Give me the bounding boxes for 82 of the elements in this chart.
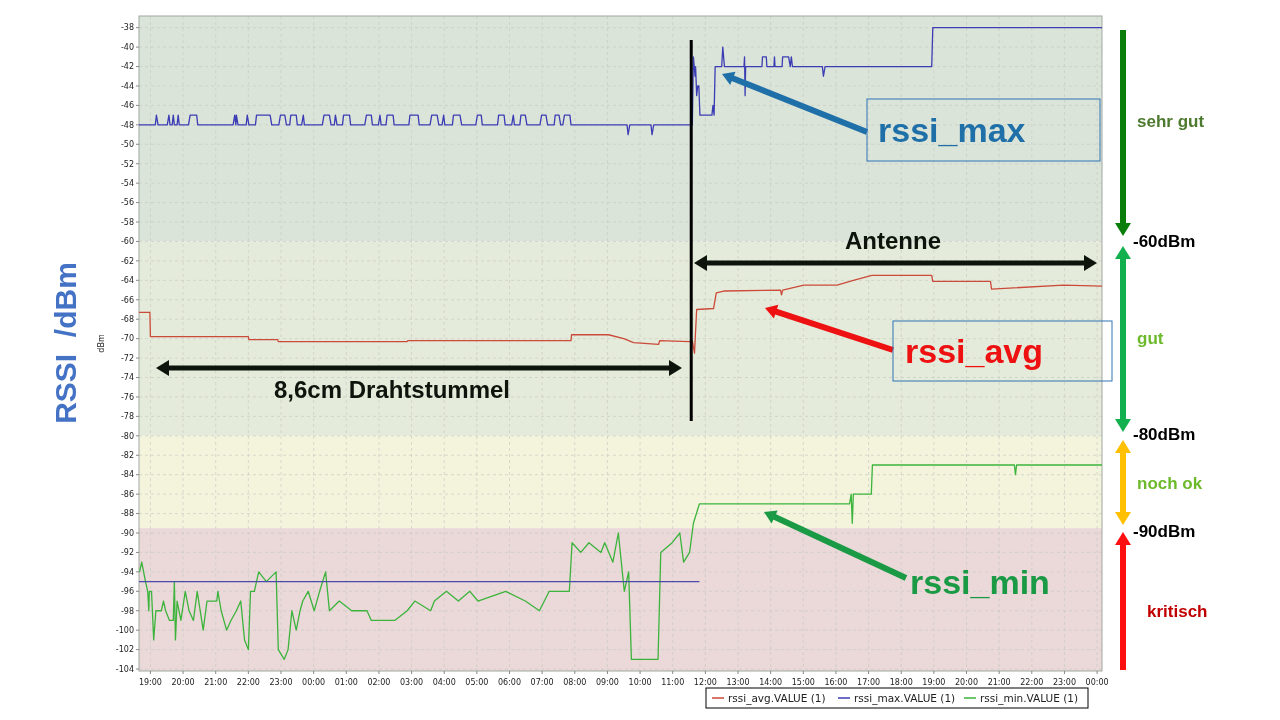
y-tick-label: -48 [120, 120, 134, 130]
x-tick-label: 21:00 [204, 678, 228, 687]
line-series [139, 464, 1102, 660]
y-tick-label: -62 [120, 256, 134, 266]
x-tick-label: 16:00 [824, 678, 848, 687]
y-tick-label: -104 [115, 664, 134, 674]
annotation: 8,6cm Drahtstummel [273, 376, 511, 404]
x-tick-label: 00:00 [302, 678, 326, 687]
y-tick-label: -58 [120, 217, 134, 227]
x-tick-label: 22:00 [1020, 678, 1044, 687]
text: -80dBm [1133, 424, 1196, 444]
text: RSSI /dBm [49, 262, 82, 424]
y-tick-label: -86 [120, 489, 134, 499]
x-tick-label: 23:00 [1052, 678, 1076, 687]
y-tick-label: -68 [120, 315, 134, 324]
x-tick-label: 23:00 [269, 678, 293, 687]
y-tick-label: -52 [120, 159, 134, 169]
y-tick-label: -72 [120, 353, 134, 363]
x-tick-label: 00:00 [1085, 678, 1109, 687]
x-tick-label: 14:00 [759, 678, 783, 687]
y-tick-label: -78 [120, 412, 134, 422]
x-tick-label: 08:00 [563, 678, 587, 687]
band-label: sehr gut [1137, 111, 1205, 131]
annotation: rssi_min [910, 562, 1050, 601]
annotation: rssi_avg [905, 331, 1043, 370]
x-tick-label: 06:00 [497, 678, 522, 687]
y-tick-label: -96 [120, 587, 134, 597]
x-tick-label: 22:00 [236, 678, 260, 687]
x-tick-label: 21:00 [987, 678, 1011, 687]
x-tick-label: 19:00 [138, 678, 162, 687]
y-tick-label: -54 [120, 178, 134, 188]
band-label: noch ok [1137, 473, 1203, 493]
y-tick-label: -80 [120, 431, 134, 441]
y-tick-label: -92 [120, 548, 134, 558]
y-tick-label: -88 [120, 509, 134, 519]
x-tick-label: 02:00 [367, 678, 391, 687]
y-tick-label: -102 [115, 645, 134, 655]
y-tick-label: -56 [120, 198, 134, 208]
annotation: rssi_max [878, 110, 1026, 149]
x-tick-label: 15:00 [791, 678, 815, 687]
band-label: kritisch [1147, 601, 1208, 621]
legend-label: rssi_max.VALUE (1) [854, 691, 956, 705]
x-tick-label: 11:00 [661, 678, 685, 687]
y-tick-label: -50 [120, 140, 134, 150]
y-tick-label: -90 [120, 528, 134, 538]
x-tick-label: 09:00 [595, 678, 619, 687]
x-tick-label: 20:00 [955, 678, 979, 687]
x-tick-label: 19:00 [922, 678, 946, 687]
y-tick-label: -74 [120, 373, 134, 383]
band-label: gut [1137, 328, 1164, 348]
x-tick-label: 03:00 [400, 678, 424, 687]
y-tick-label: -66 [120, 295, 134, 305]
x-tick-label: 01:00 [334, 678, 358, 687]
x-tick-label: 04:00 [432, 678, 456, 687]
y-tick-label: -84 [120, 470, 134, 480]
y-tick-label: -46 [120, 101, 134, 111]
y-tick-label: -44 [120, 81, 134, 91]
y-tick-label: -94 [120, 567, 134, 577]
text: -90dBm [1133, 521, 1196, 541]
x-tick-label: 07:00 [530, 678, 554, 687]
y-tick-label: -42 [120, 62, 134, 72]
y-tick-label: -38 [120, 23, 134, 33]
y-tick-label: -70 [120, 334, 134, 344]
x-tick-label: 10:00 [628, 678, 652, 687]
x-tick-label: 05:00 [465, 678, 489, 687]
annotation: Antenne [845, 227, 941, 255]
y-tick-label: -100 [115, 625, 134, 635]
y-tick-label: -76 [120, 392, 134, 402]
text: -60dBm [1133, 231, 1196, 251]
x-tick-label: 20:00 [171, 678, 195, 687]
x-tick-label: 13:00 [726, 678, 750, 687]
x-tick-label: 12:00 [693, 678, 717, 687]
legend-label: rssi_avg.VALUE (1) [728, 691, 826, 705]
y-tick-label: -98 [120, 606, 134, 616]
x-tick-label: 18:00 [889, 678, 913, 687]
legend-label: rssi_min.VALUE (1) [980, 691, 1079, 705]
y-tick-label: -64 [120, 276, 134, 286]
y-tick-label: -82 [120, 451, 134, 461]
y-axis-title: dBm [97, 334, 106, 353]
y-tick-label: -60 [120, 237, 134, 247]
x-tick-label: 17:00 [857, 678, 881, 687]
y-tick-label: -40 [120, 42, 134, 52]
